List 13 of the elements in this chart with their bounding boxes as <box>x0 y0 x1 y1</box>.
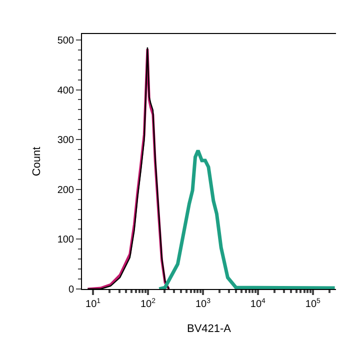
y-tick-label: 500 <box>57 35 74 46</box>
y-axis-title: Count <box>30 146 43 176</box>
x-tick-label: 10$^{5}$ <box>305 298 321 310</box>
x-tick-label: 10$^{1}$ <box>86 298 101 310</box>
x-tick-label: 10$^{2}$ <box>140 298 156 310</box>
x-tick-label: 10$^{3}$ <box>195 298 211 310</box>
y-tick-label: 0 <box>68 284 74 296</box>
y-tick-label: 300 <box>57 135 74 146</box>
y-tick-label: 100 <box>57 234 74 246</box>
x-tick-label: 10$^{4}$ <box>250 298 266 310</box>
y-tick-label: 400 <box>57 85 74 96</box>
x-axis-title: BV421-A <box>186 323 232 336</box>
y-tick-label: 200 <box>57 184 74 196</box>
